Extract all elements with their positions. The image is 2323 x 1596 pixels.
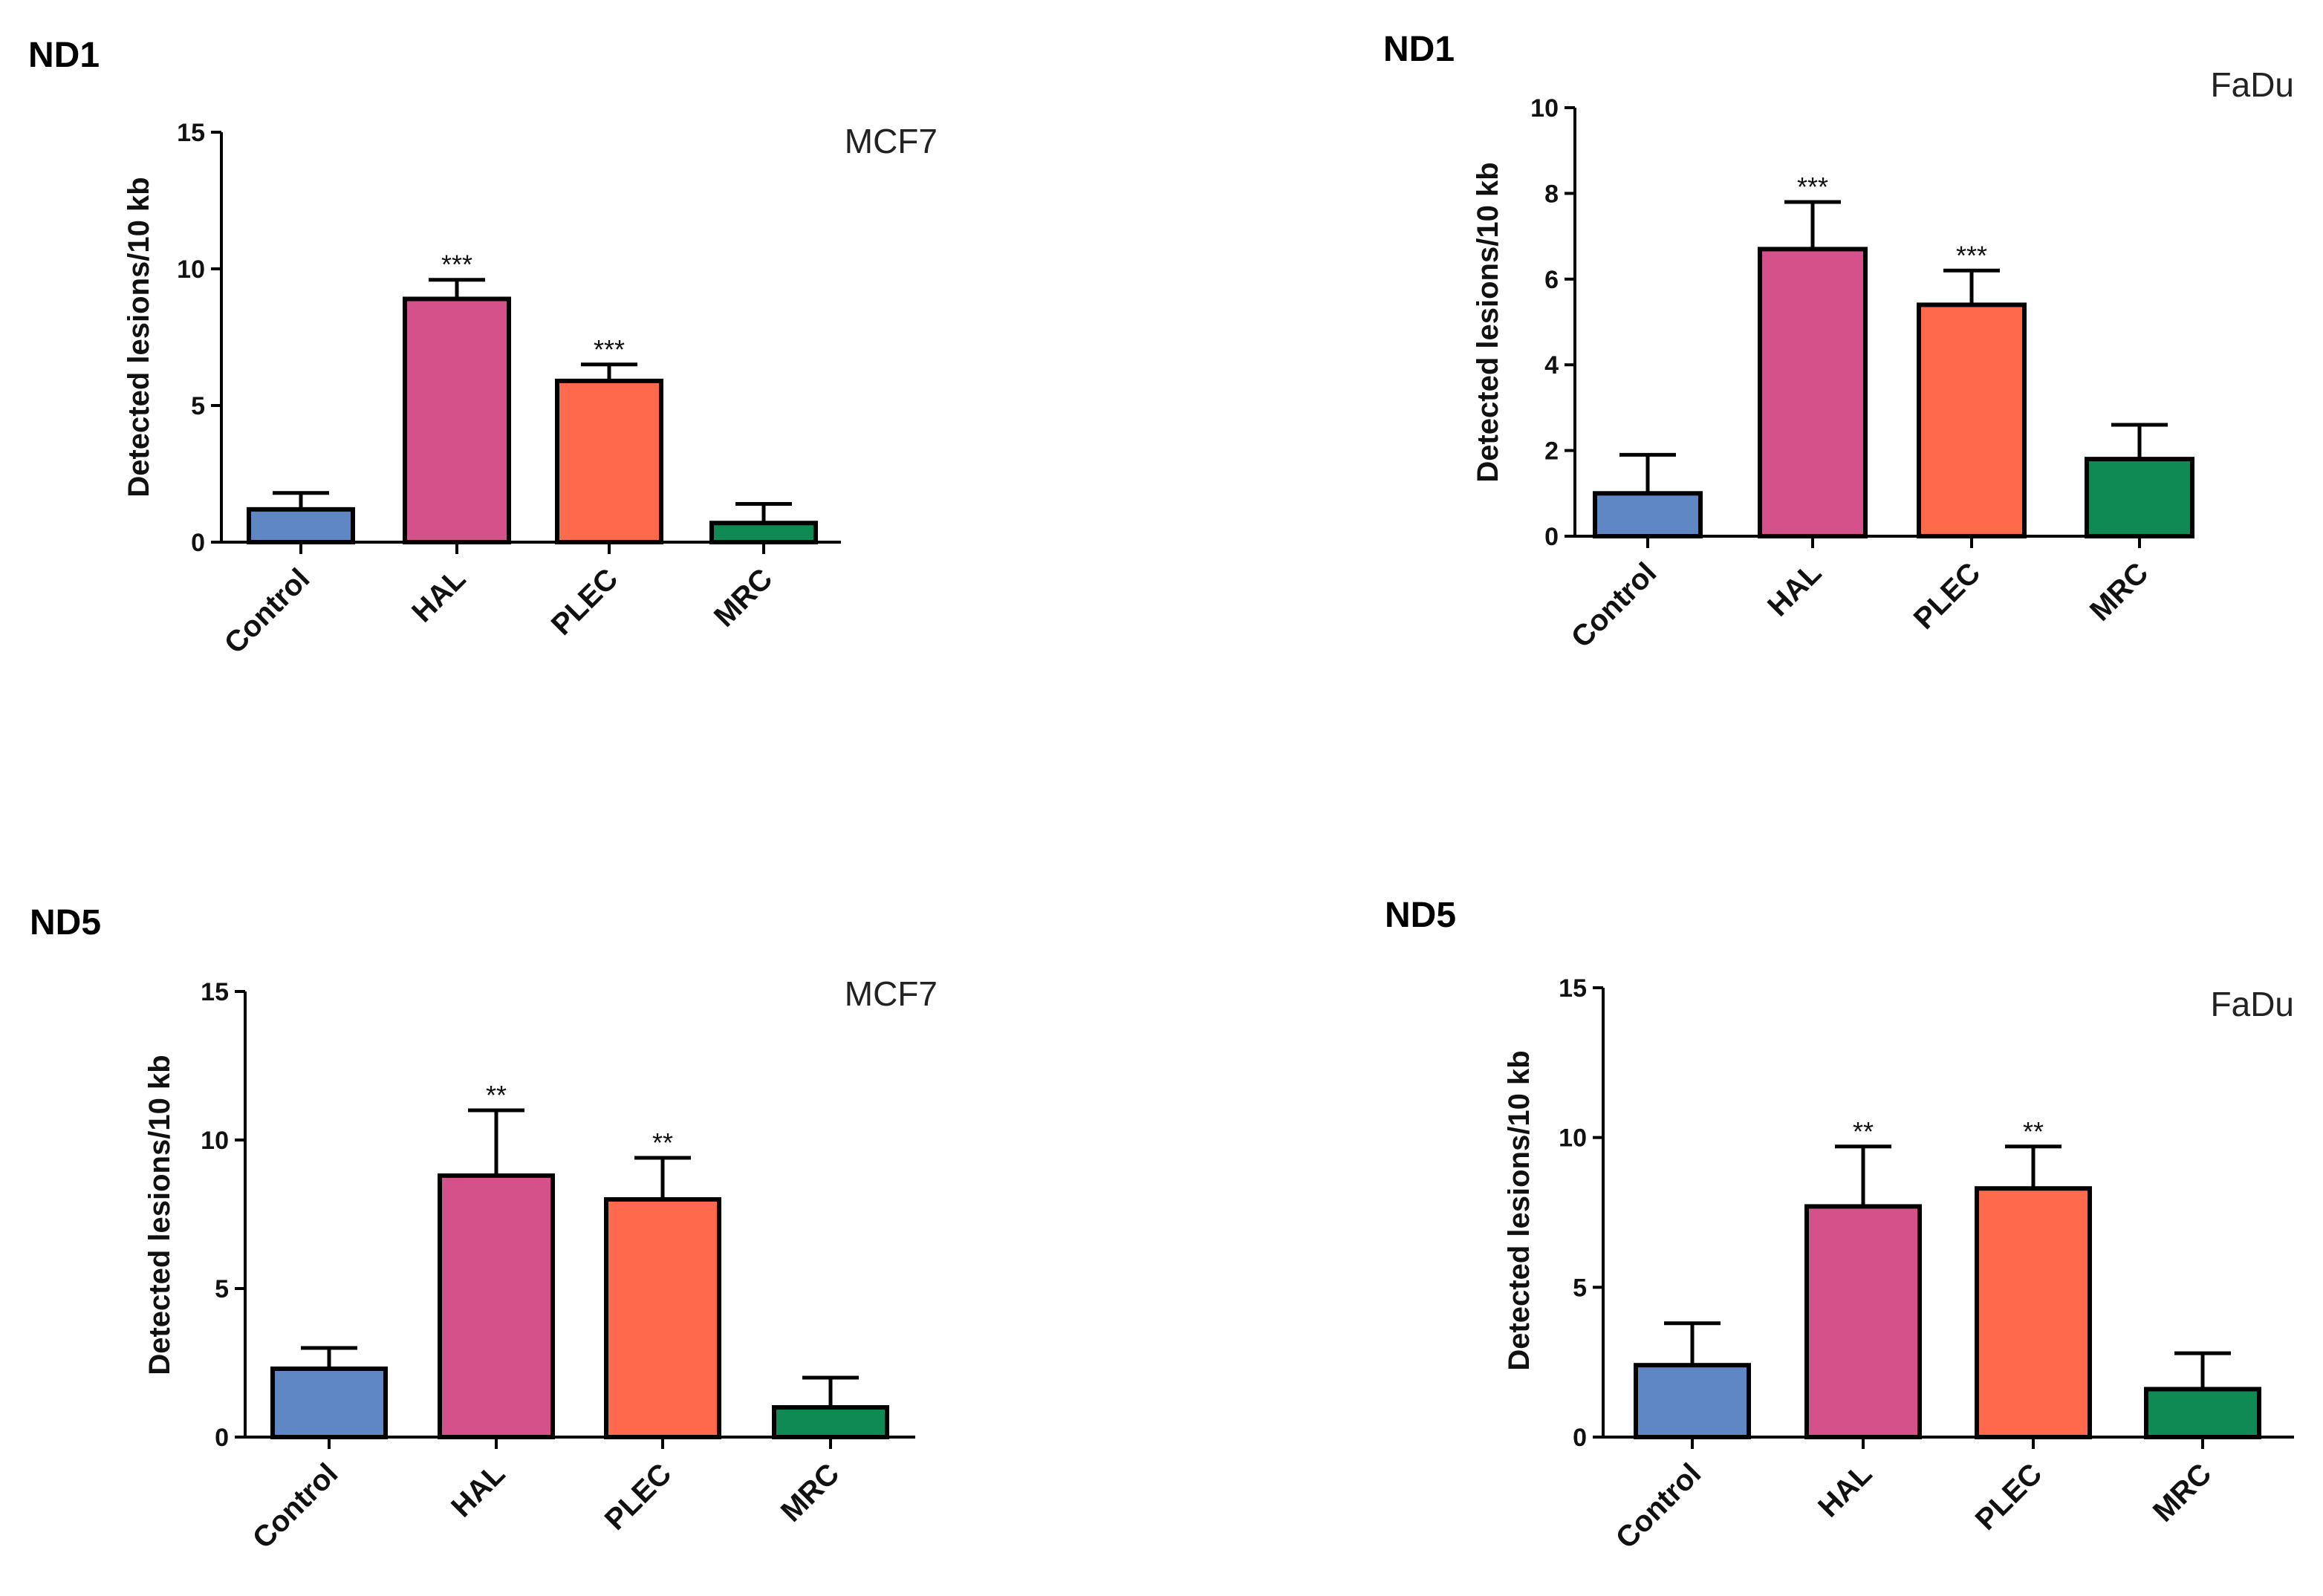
cell-line-label: MCF7: [845, 122, 938, 160]
cell-line-label: FaDu: [2211, 65, 2294, 104]
bar-mrc: [772, 1405, 889, 1439]
bar-mrc: [2144, 1387, 2261, 1440]
bar-hal: [1758, 247, 1868, 538]
category-label-control: Control: [247, 1457, 345, 1555]
panel-label: ND5: [30, 903, 101, 942]
significance-marker: ***: [1797, 172, 1828, 202]
significance-marker: **: [486, 1080, 507, 1110]
category-label-mrc: MRC: [708, 562, 779, 633]
y-tick-label: 0: [191, 529, 205, 557]
category-label-mrc: MRC: [2084, 556, 2155, 628]
y-tick-label: 10: [177, 255, 205, 284]
category-label-control: Control: [1610, 1457, 1708, 1555]
y-tick-label: 2: [1544, 437, 1559, 466]
category-label-plec: PLEC: [1969, 1457, 2049, 1537]
bar-mrc: [709, 521, 818, 544]
chart-nd1-mcf7: ND1 MCF7 0 5 10 15 Detected lesions/10 kb Contr…: [28, 36, 938, 660]
category-label-mrc: MRC: [2147, 1457, 2218, 1528]
y-tick-label: 5: [215, 1275, 229, 1303]
category-label-control: Control: [218, 562, 316, 660]
cell-line-label: MCF7: [845, 974, 938, 1013]
bar-control: [270, 1367, 388, 1439]
y-tick-label: 10: [1559, 1124, 1587, 1153]
bar-plec: [555, 378, 663, 544]
significance-marker: ***: [1956, 240, 1987, 270]
significance-marker: ***: [594, 334, 625, 365]
category-label-mrc: MRC: [775, 1457, 846, 1528]
y-tick-label: 5: [191, 392, 205, 420]
category-label-plec: PLEC: [599, 1457, 678, 1537]
y-tick-label: 10: [1530, 94, 1559, 123]
y-tick-label: 15: [1559, 974, 1587, 1003]
bar-plec: [604, 1197, 721, 1439]
significance-marker: **: [652, 1127, 673, 1158]
significance-marker: **: [1853, 1116, 1874, 1147]
y-axis-label: Detected lesions/10 kb: [123, 177, 155, 497]
y-tick-label: 6: [1544, 266, 1559, 294]
bar-plec: [1975, 1186, 2092, 1439]
bar-control: [247, 507, 355, 545]
bar-hal: [438, 1173, 555, 1439]
bar-mrc: [2085, 457, 2194, 539]
y-tick-label: 15: [201, 978, 229, 1006]
significance-marker: ***: [441, 250, 472, 280]
y-tick-label: 4: [1544, 351, 1559, 380]
category-label-hal: HAL: [406, 562, 472, 628]
chart-nd5-mcf7: ND5 MCF7 0 5 10 15 Detected lesions/10 kb Contr…: [30, 903, 938, 1555]
y-tick-label: 5: [1573, 1274, 1587, 1302]
y-tick-label: 15: [177, 119, 205, 147]
panel-label: ND5: [1385, 896, 1456, 935]
panel-label: ND1: [1383, 30, 1455, 69]
category-label-plec: PLEC: [1908, 556, 1987, 636]
bar-control: [1634, 1363, 1751, 1439]
bar-hal: [1804, 1204, 1922, 1440]
bar-control: [1593, 491, 1703, 538]
y-tick-label: 8: [1544, 180, 1559, 208]
y-tick-label: 0: [1544, 523, 1559, 551]
category-label-plec: PLEC: [545, 562, 625, 642]
category-label-hal: HAL: [1812, 1457, 1878, 1523]
bar-plec: [1917, 302, 2027, 538]
panel-label: ND1: [28, 36, 100, 75]
chart-nd5-fadu: ND5 FaDu 0 5 10 15 Detected lesions/10 kb Contr…: [1385, 896, 2294, 1555]
cell-line-label: FaDu: [2211, 985, 2294, 1023]
chart-nd1-fadu: ND1 FaDu 0 2 4 6 8 10 Detected lesions/10 kb Cont…: [1383, 30, 2294, 654]
category-label-control: Control: [1565, 556, 1663, 654]
category-label-hal: HAL: [1761, 556, 1827, 622]
y-tick-label: 0: [1573, 1424, 1587, 1452]
y-tick-label: 0: [215, 1424, 229, 1452]
y-axis-label: Detected lesions/10 kb: [1503, 1050, 1536, 1370]
significance-marker: **: [2023, 1116, 2044, 1147]
category-label-hal: HAL: [445, 1457, 511, 1523]
y-tick-label: 10: [201, 1127, 229, 1155]
bar-hal: [403, 296, 511, 544]
y-axis-label: Detected lesions/10 kb: [143, 1055, 176, 1375]
y-axis-label: Detected lesions/10 kb: [1472, 162, 1504, 482]
